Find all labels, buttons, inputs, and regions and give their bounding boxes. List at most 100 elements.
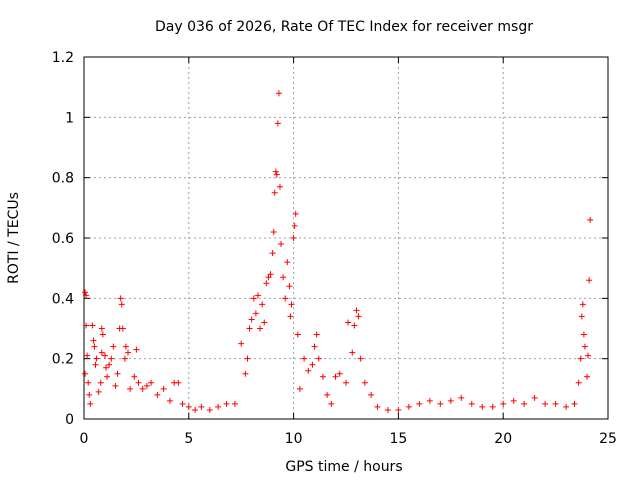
data-point-marker bbox=[82, 370, 89, 377]
data-point-marker bbox=[131, 373, 138, 380]
y-tick-label: 0 bbox=[65, 412, 74, 428]
data-point-marker bbox=[99, 331, 106, 338]
x-tick-label: 20 bbox=[494, 431, 512, 447]
y-tick-label: 1.2 bbox=[52, 50, 74, 66]
data-point-marker bbox=[585, 352, 592, 359]
data-point-marker bbox=[87, 400, 94, 407]
data-point-marker bbox=[95, 388, 102, 395]
data-point-marker bbox=[215, 403, 222, 410]
data-point-marker bbox=[103, 364, 110, 371]
data-point-marker bbox=[416, 400, 423, 407]
data-point-marker bbox=[125, 349, 132, 356]
data-point-marker bbox=[160, 385, 167, 392]
axis-ticks: 0 5 10 15 20 25 0 0.2 0.4 0.6 0.8 1 1.2 bbox=[52, 50, 617, 447]
data-point-marker bbox=[84, 352, 91, 359]
data-point-marker bbox=[291, 222, 298, 229]
data-point-marker bbox=[276, 183, 283, 190]
data-point-marker bbox=[437, 400, 444, 407]
data-point-marker bbox=[274, 120, 281, 127]
data-point-marker bbox=[179, 400, 186, 407]
data-point-marker bbox=[135, 379, 142, 386]
x-tick-label: 5 bbox=[184, 431, 193, 447]
data-point-marker bbox=[238, 340, 245, 347]
data-point-marker bbox=[98, 349, 105, 356]
data-point-marker bbox=[101, 352, 108, 359]
data-point-marker bbox=[272, 168, 279, 175]
y-tick-label: 0.6 bbox=[52, 231, 74, 247]
data-point-marker bbox=[263, 280, 270, 287]
data-point-marker bbox=[345, 319, 352, 326]
data-point-marker bbox=[361, 379, 368, 386]
data-point-marker bbox=[278, 241, 285, 248]
data-point-marker bbox=[133, 346, 140, 353]
data-point-marker bbox=[587, 216, 594, 223]
data-point-marker bbox=[343, 379, 349, 386]
data-point-marker bbox=[500, 400, 507, 407]
data-point-marker bbox=[405, 403, 412, 410]
data-point-marker bbox=[104, 373, 111, 380]
data-point-marker bbox=[571, 400, 578, 407]
data-point-marker bbox=[83, 322, 90, 329]
data-point-marker bbox=[315, 355, 322, 362]
data-point-marker bbox=[267, 271, 274, 278]
data-point-marker bbox=[206, 406, 213, 413]
data-point-marker bbox=[106, 361, 113, 368]
data-point-marker bbox=[284, 259, 291, 266]
data-point-marker bbox=[269, 250, 276, 257]
data-point-marker bbox=[510, 397, 517, 404]
data-point-marker bbox=[246, 325, 253, 332]
data-point-marker bbox=[92, 361, 99, 368]
data-point-marker bbox=[119, 325, 126, 332]
data-point-marker bbox=[90, 337, 97, 344]
data-point-marker bbox=[254, 292, 261, 299]
data-point-marker bbox=[309, 361, 316, 368]
data-point-marker bbox=[584, 373, 591, 380]
data-point-marker bbox=[384, 406, 391, 413]
y-tick-label: 0.2 bbox=[52, 352, 74, 368]
data-point-marker bbox=[521, 400, 528, 407]
data-point-marker bbox=[319, 373, 326, 380]
data-point-marker bbox=[288, 301, 295, 308]
y-tick-label: 0.4 bbox=[52, 291, 74, 307]
data-point-marker bbox=[192, 406, 199, 413]
data-point-marker bbox=[563, 403, 570, 410]
data-point-marker bbox=[336, 370, 343, 377]
data-point-marker bbox=[121, 355, 128, 362]
data-point-marker bbox=[259, 301, 266, 308]
data-point-marker bbox=[313, 331, 320, 338]
data-point-marker bbox=[578, 313, 585, 320]
data-point-marker bbox=[82, 289, 89, 296]
data-point-marker bbox=[143, 382, 150, 389]
data-point-marker bbox=[374, 403, 381, 410]
data-point-marker bbox=[351, 322, 358, 329]
data-point-marker bbox=[270, 228, 277, 235]
data-point-marker bbox=[231, 400, 238, 407]
data-point-marker bbox=[248, 316, 255, 323]
data-point-marker bbox=[250, 295, 257, 302]
data-point-marker bbox=[93, 355, 100, 362]
data-point-marker bbox=[287, 313, 294, 320]
data-point-marker bbox=[83, 292, 90, 299]
data-point-marker bbox=[282, 295, 289, 302]
data-point-marker bbox=[357, 355, 364, 362]
data-point-marker bbox=[244, 355, 251, 362]
x-axis-label: GPS time / hours bbox=[285, 459, 402, 475]
data-point-marker bbox=[395, 406, 402, 413]
data-point-marker bbox=[296, 385, 303, 392]
data-point-marker bbox=[294, 331, 301, 338]
data-point-marker bbox=[139, 385, 146, 392]
data-point-marker bbox=[324, 391, 331, 398]
data-point-marker bbox=[148, 379, 155, 386]
data-point-marker bbox=[257, 325, 264, 332]
data-point-marker bbox=[575, 379, 582, 386]
data-point-marker bbox=[185, 403, 192, 410]
data-point-marker bbox=[108, 355, 115, 362]
data-point-marker bbox=[332, 373, 339, 380]
data-point-marker bbox=[577, 355, 584, 362]
data-point-marker bbox=[301, 355, 308, 362]
x-tick-label: 25 bbox=[599, 431, 617, 447]
x-tick-label: 10 bbox=[285, 431, 303, 447]
data-point-marker bbox=[154, 391, 161, 398]
data-point-marker bbox=[223, 400, 230, 407]
